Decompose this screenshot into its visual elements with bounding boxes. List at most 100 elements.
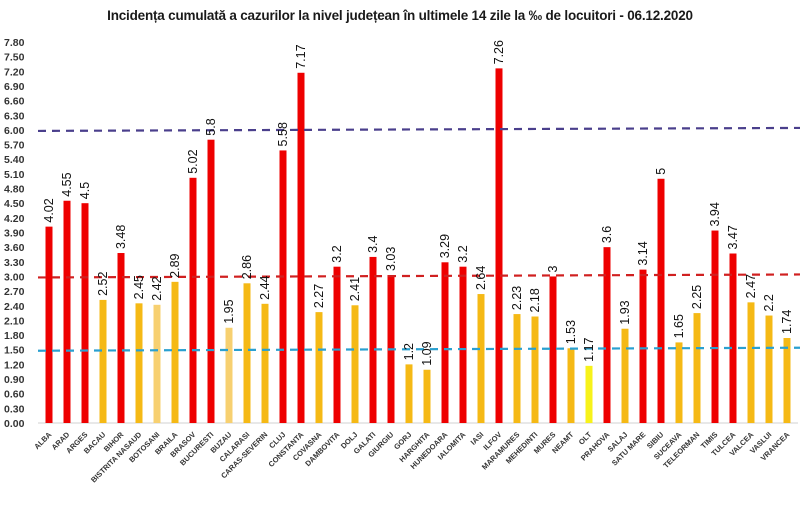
bar-calarasi	[243, 283, 251, 423]
bar-bucuresti	[207, 139, 215, 423]
data-label: 5.8	[204, 118, 218, 135]
data-label: 2.86	[240, 255, 254, 279]
bar-buzau	[225, 327, 233, 423]
bar-maramures	[513, 314, 521, 423]
data-label: 2.25	[690, 285, 704, 309]
data-label: 2.23	[510, 286, 524, 310]
data-label: 2.47	[744, 274, 758, 298]
y-tick-label: 5.40	[4, 154, 25, 166]
bar-suceava	[675, 342, 683, 423]
y-tick-label: 3.30	[4, 257, 25, 269]
y-tick-label: 6.90	[4, 81, 25, 93]
bar-sibiu	[657, 178, 665, 423]
data-label: 2.42	[150, 276, 164, 300]
y-tick-label: 4.20	[4, 213, 25, 225]
bar-satu-mare	[639, 269, 647, 423]
y-tick-label: 5.10	[4, 169, 25, 181]
bar-gorj	[405, 364, 413, 423]
data-label: 2.52	[96, 272, 110, 296]
data-label: 4.02	[42, 198, 56, 222]
bar-olt	[585, 365, 593, 423]
bar-covasna	[315, 312, 323, 423]
bar-neamt	[567, 348, 575, 423]
data-label: 1.2	[402, 343, 416, 360]
y-tick-label: 1.20	[4, 359, 25, 371]
data-label: 3.47	[726, 225, 740, 249]
y-tick-label: 0.60	[4, 389, 25, 401]
data-label: 7.26	[492, 40, 506, 64]
bar-bistrita-nasaud	[135, 303, 143, 423]
data-label: 1.65	[672, 314, 686, 338]
bar-arges	[81, 203, 89, 423]
bar-ilfov	[495, 68, 503, 423]
data-label: 3.14	[636, 241, 650, 265]
data-label: 4.5	[78, 182, 92, 199]
bar-prahova	[603, 247, 611, 423]
data-label: 1.74	[780, 310, 794, 334]
data-label: 3.48	[114, 225, 128, 249]
bar-brasov	[189, 177, 197, 423]
y-tick-label: 7.80	[4, 37, 25, 49]
data-label: 1.17	[582, 337, 596, 361]
data-label: 1.93	[618, 300, 632, 324]
data-label: 5	[654, 168, 668, 175]
bar-botosani	[153, 304, 161, 423]
data-label: 1.53	[564, 320, 578, 344]
y-tick-label: 3.00	[4, 271, 25, 283]
y-tick-label: 4.80	[4, 184, 25, 196]
x-tick-label: ALBA	[32, 430, 54, 452]
y-tick-label: 1.80	[4, 330, 25, 342]
data-label: 1.95	[222, 299, 236, 323]
bar-timis	[711, 230, 719, 423]
bars	[45, 68, 791, 424]
bar-mehedinti	[531, 316, 539, 423]
data-label: 2.44	[258, 275, 272, 299]
data-label: 3.4	[366, 235, 380, 252]
data-label: 5.02	[186, 149, 200, 173]
y-tick-label: 0.00	[4, 418, 25, 430]
bar-braila	[171, 281, 179, 423]
bar-iasi	[477, 294, 485, 423]
y-tick-label: 6.30	[4, 110, 25, 122]
data-label: 3.94	[708, 202, 722, 226]
data-label: 3.29	[438, 234, 452, 258]
y-tick-label: 7.50	[4, 52, 25, 64]
data-label: 5.58	[276, 122, 290, 146]
data-label: 2.27	[312, 284, 326, 308]
y-tick-label: 3.90	[4, 228, 25, 240]
bar-arad	[63, 200, 71, 423]
y-tick-label: 2.70	[4, 286, 25, 298]
data-label: 2.41	[348, 277, 362, 301]
bar-valcea	[747, 302, 755, 423]
data-label: 7.17	[294, 44, 308, 68]
bar-dambovita	[333, 266, 341, 423]
bar-bacau	[99, 299, 107, 423]
data-label: 2.64	[474, 266, 488, 290]
y-tick-label: 1.50	[4, 345, 25, 357]
bar-harghita	[423, 369, 431, 423]
y-tick-label: 2.10	[4, 315, 25, 327]
data-label: 3.6	[600, 226, 614, 243]
data-label: 2.2	[762, 294, 776, 311]
chart-title: Incidența cumulată a cazurilor la nivel …	[107, 8, 693, 23]
y-tick-label: 7.20	[4, 66, 25, 78]
bar-constanta	[297, 72, 305, 424]
data-label: 3.03	[384, 247, 398, 271]
y-tick-label: 2.40	[4, 301, 25, 313]
bar-dolj	[351, 305, 359, 423]
reference-line-threshold-6	[37, 126, 800, 133]
y-axis: 0.00 0.30 0.60 0.90 1.20 1.50 1.80 2.10 2.40 2.70…	[4, 37, 25, 430]
y-tick-label: 6.60	[4, 96, 25, 108]
bar-vaslui	[765, 315, 773, 423]
bar-caras-severin	[261, 303, 269, 423]
data-label: 1.09	[420, 341, 434, 365]
y-tick-label: 5.70	[4, 140, 25, 152]
y-tick-label: 0.30	[4, 403, 25, 415]
bar-salaj	[621, 328, 629, 423]
y-tick-label: 0.90	[4, 374, 25, 386]
bar-tulcea	[729, 253, 737, 423]
bar-mures	[549, 276, 557, 423]
bar-cluj	[279, 150, 287, 423]
